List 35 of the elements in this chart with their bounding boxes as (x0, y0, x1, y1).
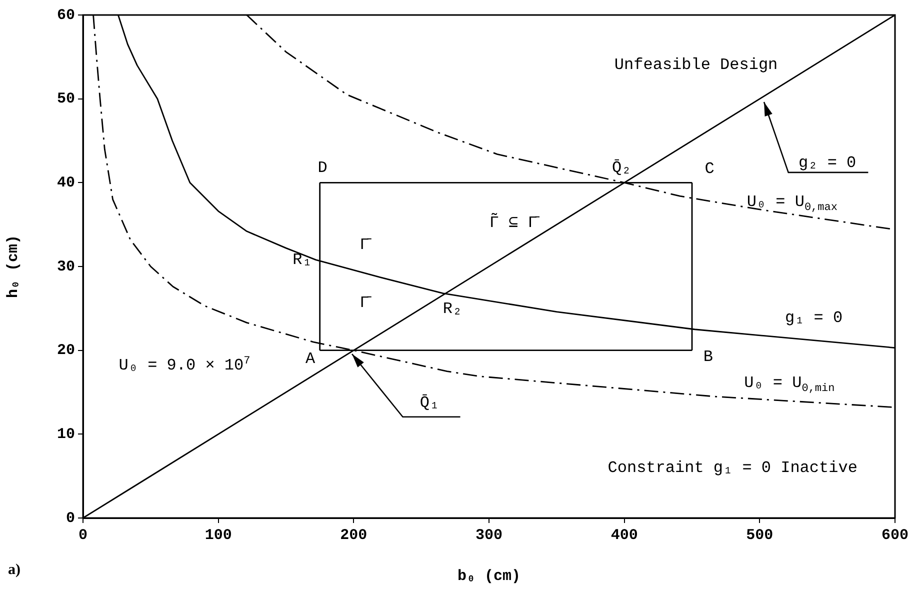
y-tick-label: 40 (56, 174, 75, 192)
x-tick-label: 0 (78, 526, 88, 544)
annotation: Γ̄ (360, 294, 370, 312)
annotation: U₀ = 9.0 × 10$^{7}$ (118, 356, 250, 376)
annotation: Unfeasible Design (614, 56, 778, 74)
annotation: Q̄₁ (420, 394, 440, 412)
x-tick-label: 300 (475, 526, 503, 544)
x-tick-label: 200 (340, 526, 368, 544)
annotation: B (703, 348, 714, 366)
annotation: R₁ (292, 250, 312, 269)
y-tick-label: 30 (56, 258, 75, 276)
y-tick-label: 60 (56, 6, 75, 24)
annotation: g₂ = 0 (798, 154, 856, 172)
y-tick-label: 50 (56, 90, 75, 108)
x-tick-label: 500 (746, 526, 774, 544)
y-tick-label: 0 (66, 510, 75, 527)
annotation: U₀ = U$_{0,max}$ (746, 193, 838, 215)
annotation: C (704, 160, 714, 178)
x-tick-label: 400 (610, 526, 638, 544)
x-tick-label: 100 (204, 526, 232, 544)
annotation: Γ̄ (360, 236, 370, 254)
y-axis-title: h₀ (cm) (4, 234, 22, 298)
y-tick-label: 10 (56, 426, 75, 443)
annotation: A (306, 350, 316, 368)
annotation: D (318, 159, 328, 178)
text: a) (8, 562, 20, 579)
annotation: U₀ = U$_{0,min}$ (744, 374, 835, 395)
annotation: Γ̃ ⊆ Γ̄ (489, 214, 538, 232)
annotation: Q̄₂ (612, 158, 632, 177)
x-axis-title: b₀ (cm) (457, 568, 521, 585)
y-tick-label: 20 (56, 342, 75, 360)
x-tick-label: 600 (881, 526, 909, 544)
annotation: Constraint g₁ = 0 Inactive (608, 458, 858, 477)
annotation: R₂ (442, 300, 462, 318)
annotation: g₁ = 0 (784, 309, 843, 328)
